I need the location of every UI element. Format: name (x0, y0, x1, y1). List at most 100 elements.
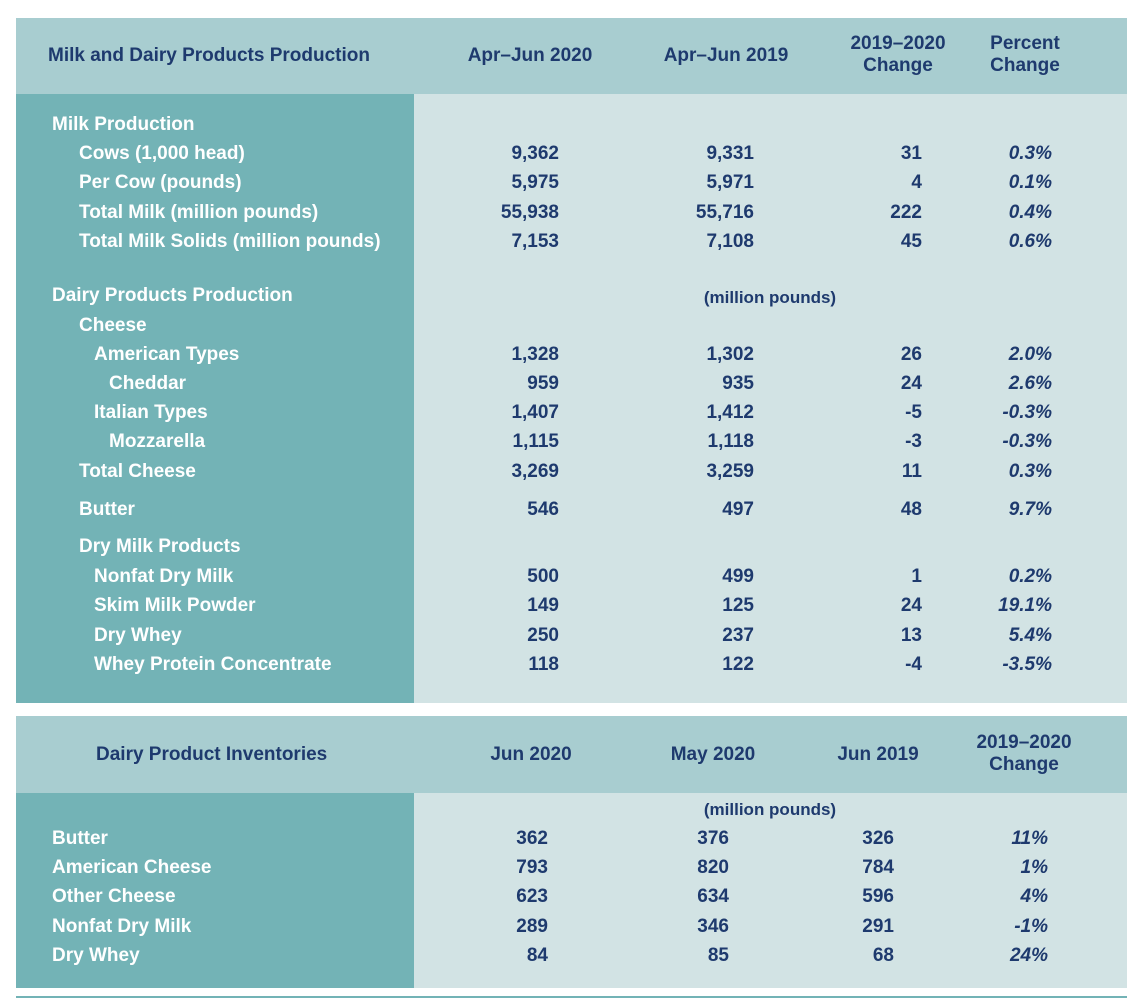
value-may-2020: 634 (697, 886, 729, 907)
table-row: Butter 546 497 48 9.7% (16, 495, 1127, 524)
value-2019: 237 (722, 625, 754, 646)
value-may-2020: 820 (697, 857, 729, 878)
value-change: 31 (900, 143, 922, 164)
value-2020: 1,407 (511, 402, 559, 423)
col-header-inv-change: 2019–2020 Change (954, 732, 1094, 776)
value-change: 24 (900, 373, 922, 394)
value-2019: 935 (722, 373, 754, 394)
table-row: Italian Types 1,407 1,412 -5 -0.3% (16, 398, 1127, 427)
value-2019: 499 (722, 566, 754, 587)
value-change: 4% (1020, 886, 1048, 907)
table-row: Total Milk Solids (million pounds) 7,153 7… (16, 227, 1127, 256)
value-2020: 546 (527, 499, 559, 520)
row-label: Per Cow (pounds) (79, 172, 242, 193)
value-2020: 7,153 (511, 231, 559, 252)
table-row: Cows (1,000 head) 9,362 9,331 31 0.3% (16, 139, 1127, 168)
row-label: Dairy Products Production (52, 285, 293, 306)
value-jun-2019: 784 (862, 857, 894, 878)
value-jun-2020: 623 (516, 886, 548, 907)
table-row: Cheddar 959 935 24 2.6% (16, 369, 1127, 398)
col-header-change: 2019–2020 Change (828, 33, 968, 77)
value-2020: 250 (527, 625, 559, 646)
label-column (16, 793, 414, 988)
table-row: American Types 1,328 1,302 26 2.0% (16, 340, 1127, 369)
value-percent-change: -0.3% (1002, 402, 1052, 423)
unit-note: (million pounds) (703, 800, 837, 819)
table-row: Other Cheese 623 634 596 4% (16, 882, 1127, 911)
subheading-dry-milk: Dry Milk Products (16, 532, 1127, 561)
value-2020: 1,328 (511, 344, 559, 365)
value-may-2020: 85 (707, 945, 729, 966)
table-row: Dry Whey 84 85 68 24% (16, 941, 1127, 970)
value-percent-change: 0.4% (1008, 202, 1052, 223)
value-2020: 959 (527, 373, 559, 394)
row-label: Butter (79, 499, 135, 520)
value-percent-change: -0.3% (1002, 431, 1052, 452)
label-column (16, 94, 414, 703)
value-change: 48 (900, 499, 922, 520)
value-change: 4 (911, 172, 922, 193)
row-label: Dry Whey (52, 945, 140, 966)
row-label: Total Cheese (79, 461, 196, 482)
value-jun-2019: 326 (862, 828, 894, 849)
value-change: -3 (905, 431, 922, 452)
value-percent-change: 0.3% (1008, 143, 1052, 164)
production-table-title: Milk and Dairy Products Production (48, 45, 370, 66)
value-change: 11 (901, 461, 922, 482)
row-label: Whey Protein Concentrate (94, 654, 332, 675)
value-change: -5 (905, 402, 922, 423)
value-change: 24% (1009, 945, 1048, 966)
value-2019: 7,108 (706, 231, 754, 252)
row-label: Butter (52, 828, 108, 849)
value-jun-2020: 793 (516, 857, 548, 878)
inventories-table-title: Dairy Product Inventories (96, 744, 328, 765)
value-2020: 55,938 (500, 202, 559, 223)
value-jun-2019: 291 (862, 916, 894, 937)
col-header-apr-jun-2020: Apr–Jun 2020 (467, 45, 593, 66)
col-header-percent-line1: Percent (990, 33, 1060, 54)
value-2020: 1,115 (512, 431, 560, 452)
table-row: Total Milk (million pounds) 55,938 55,716 2… (16, 198, 1127, 227)
col-header-jun-2019: Jun 2019 (837, 744, 919, 765)
value-percent-change: 0.6% (1008, 231, 1052, 252)
value-percent-change: 2.6% (1008, 373, 1052, 394)
table-row: Butter 362 376 326 11% (16, 824, 1127, 853)
value-jun-2020: 362 (516, 828, 548, 849)
row-label: American Types (94, 344, 240, 365)
bottom-divider (16, 996, 1127, 998)
value-2020: 5,975 (511, 172, 559, 193)
row-label: Dry Milk Products (79, 536, 241, 557)
col-header-percent-change: Percent Change (960, 33, 1090, 77)
value-jun-2020: 289 (516, 916, 548, 937)
value-change: -1% (1014, 916, 1048, 937)
inventories-table: Dairy Product Inventories Jun 2020 May 2… (16, 716, 1127, 988)
value-change: 13 (900, 625, 922, 646)
value-may-2020: 376 (697, 828, 729, 849)
value-percent-change: 5.4% (1008, 625, 1052, 646)
value-percent-change: 2.0% (1008, 344, 1052, 365)
value-2019: 1,412 (706, 402, 754, 423)
value-2019: 9,331 (706, 143, 754, 164)
col-header-change-line1: 2019–2020 (850, 33, 946, 54)
row-label: Mozzarella (109, 431, 206, 452)
col-header-apr-jun-2019: Apr–Jun 2019 (663, 45, 789, 66)
row-label: Cheddar (109, 373, 187, 394)
value-change: 26 (900, 344, 922, 365)
row-label: Italian Types (94, 402, 208, 423)
col-header-jun-2020: Jun 2020 (490, 744, 572, 765)
unit-note: (million pounds) (703, 288, 837, 307)
col-header-may-2020: May 2020 (670, 744, 756, 765)
value-2019: 125 (722, 595, 754, 616)
value-change: 1 (911, 566, 922, 587)
row-label: Milk Production (52, 114, 195, 135)
value-change: 45 (900, 231, 922, 252)
inventories-table-header: Dairy Product Inventories Jun 2020 May 2… (16, 716, 1127, 793)
value-2019: 497 (722, 499, 754, 520)
value-2019: 5,971 (706, 172, 754, 193)
value-change: 222 (890, 202, 922, 223)
subheading-cheese: Cheese (16, 311, 1127, 340)
value-jun-2020: 84 (526, 945, 548, 966)
table-row: Mozzarella 1,115 1,118 -3 -0.3% (16, 427, 1127, 456)
table-row: Skim Milk Powder 149 125 24 19.1% (16, 591, 1127, 620)
row-label: Dry Whey (94, 625, 182, 646)
